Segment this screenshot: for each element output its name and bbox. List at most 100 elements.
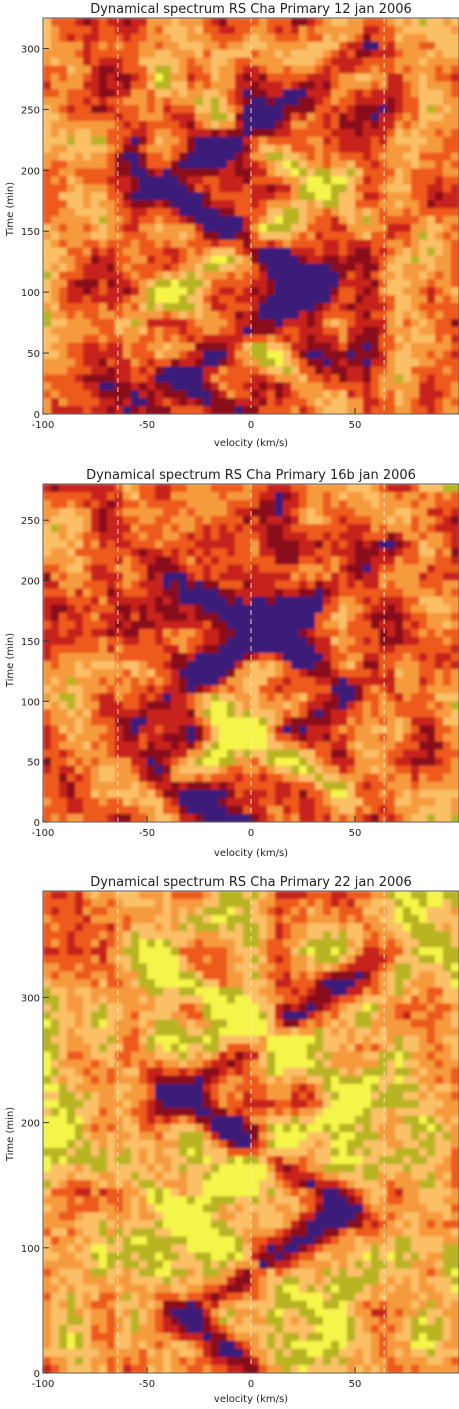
heatmap-cell [187,548,196,558]
heatmap-cell [339,128,348,138]
heatmap-cell [267,57,276,67]
heatmap-cell [379,773,388,783]
heatmap-cell [219,636,228,646]
heatmap-cell [211,216,220,225]
heatmap-cell [107,805,116,815]
heatmap-cell [147,524,156,533]
heatmap-cell [427,588,436,598]
heatmap-cell [275,73,284,82]
heatmap-cell [211,73,220,82]
heatmap-cell [155,588,164,598]
heatmap-cell [315,500,324,509]
heatmap-cell [139,57,148,67]
heatmap-cell [299,899,308,908]
heatmap-cell [275,508,284,517]
heatmap-cell [323,279,332,288]
heatmap-cell [195,813,204,822]
heatmap-cell [115,628,124,638]
heatmap-cell [259,366,268,375]
heatmap-cell [435,572,444,582]
heatmap-cell [51,789,60,799]
heatmap-cell [139,588,148,598]
heatmap-cell [131,120,140,130]
heatmap-cell [115,382,124,391]
heatmap-cell [59,636,68,646]
heatmap-cell [91,136,100,146]
heatmap-cell [243,144,252,154]
heatmap-cell [275,612,284,622]
heatmap-cell [371,120,380,130]
heatmap-cell [155,891,164,900]
heatmap-cell [259,311,268,320]
heatmap-cell [147,709,156,718]
heatmap-cell [99,223,108,233]
heatmap-cell [347,628,356,638]
heatmap-cell [91,907,100,916]
heatmap-cell [51,540,60,549]
heatmap-cell [355,524,364,533]
heatmap-cell [411,326,420,336]
heatmap-cell [195,350,204,360]
heatmap-cell [59,556,68,566]
heatmap-cell [299,41,308,51]
heatmap-cell [331,326,340,336]
heatmap-cell [83,733,92,743]
heatmap-cell [307,733,316,743]
heatmap-cell [203,81,212,90]
heatmap-cell [395,390,404,399]
heatmap-cell [363,208,372,217]
heatmap-cell [451,669,459,678]
heatmap-cell [163,636,172,646]
heatmap-cell [147,757,156,767]
heatmap-cell [171,398,180,407]
heatmap-cell [443,773,452,783]
heatmap-cell [59,311,68,320]
heatmap-cell [43,540,52,549]
heatmap-cell [323,781,332,791]
heatmap-cell [427,382,436,391]
heatmap-cell [179,709,188,718]
heatmap-cell [387,255,396,265]
heatmap-cell [51,89,60,98]
heatmap-cell [179,620,188,630]
heatmap-cell [139,765,148,775]
heatmap-cell [411,508,420,517]
heatmap-cell [67,192,76,201]
heatmap-cell [291,661,300,670]
heatmap-cell [435,176,444,185]
heatmap-cell [227,390,236,399]
heatmap-cell [203,725,212,735]
heatmap-cell [155,805,164,815]
heatmap-cell [219,208,228,217]
heatmap-cell [195,366,204,375]
heatmap-cell [107,231,116,241]
heatmap-cell [291,620,300,630]
heatmap-cell [51,390,60,399]
heatmap-cell [427,374,436,383]
heatmap-cell [363,709,372,718]
heatmap-cell [395,255,404,265]
heatmap-cell [443,81,452,90]
heatmap-cell [219,168,228,177]
heatmap-cell [179,773,188,783]
heatmap-cell [51,653,60,662]
heatmap-cell [171,295,180,304]
heatmap-cell [211,105,220,114]
heatmap-cell [307,572,316,582]
heatmap-cell [163,113,172,122]
heatmap-cell [435,49,444,59]
heatmap-cell [443,89,452,98]
heatmap-cell [75,192,84,201]
heatmap-cell [147,271,156,280]
heatmap-cell [339,709,348,718]
heatmap-cell [107,97,116,106]
heatmap-cell [419,717,428,727]
heatmap-cell [331,318,340,328]
heatmap-cell [331,797,340,807]
heatmap-cell [403,326,412,336]
heatmap-cell [347,271,356,280]
heatmap-cell [179,168,188,177]
heatmap-cell [427,636,436,646]
heatmap-cell [195,516,204,525]
heatmap-cell [427,144,436,154]
